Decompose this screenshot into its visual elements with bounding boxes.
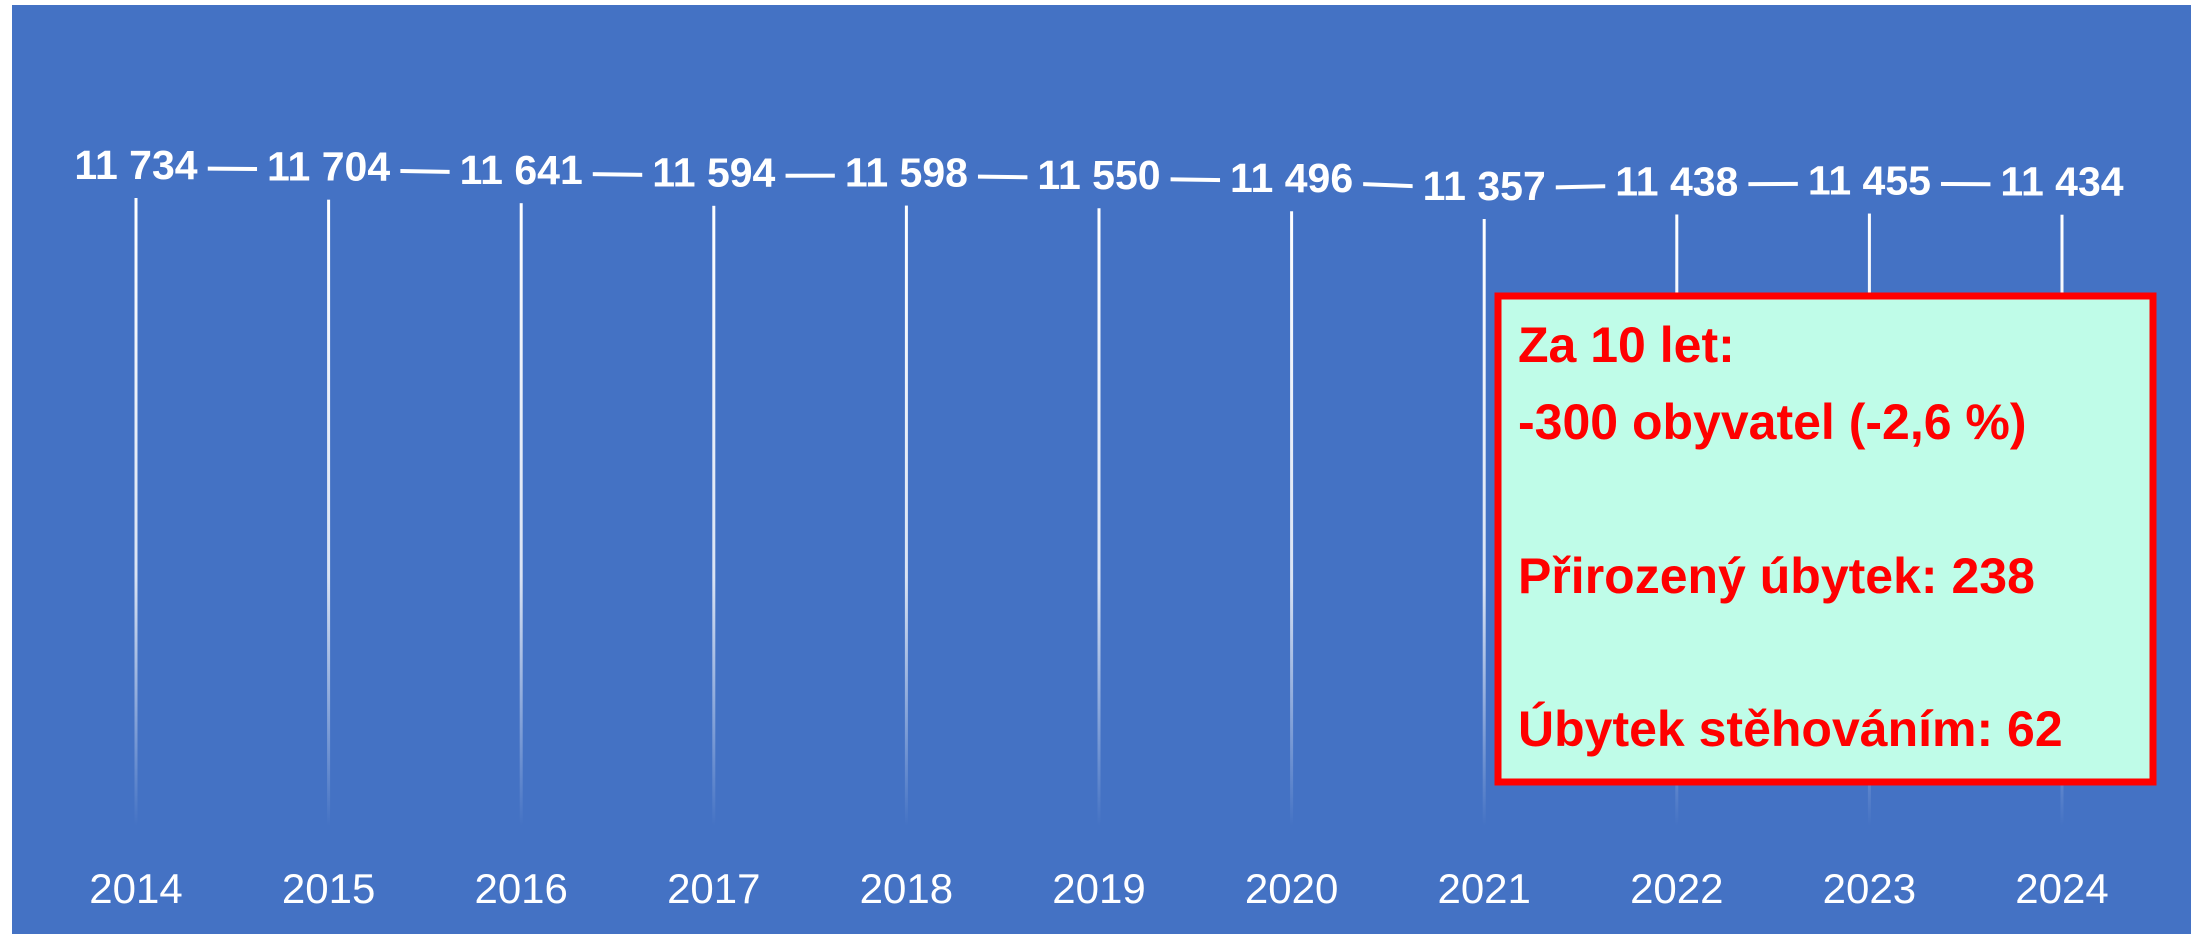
x-tick-label: 2018 — [860, 865, 953, 912]
label-background — [1797, 157, 1941, 204]
annotation-line: -300 obyvatel (-2,6 %) — [1518, 394, 2027, 450]
label-background — [834, 149, 978, 196]
annotation-box: Za 10 let: -300 obyvatel (-2,6 %) Přirozen… — [1494, 292, 2157, 786]
x-tick-label: 2024 — [2015, 865, 2108, 912]
x-tick-label: 2019 — [1052, 865, 1145, 912]
data-label: 11 598 — [845, 149, 968, 195]
drop-line — [519, 203, 523, 827]
data-label: 11 704 — [267, 143, 390, 189]
label-background — [1220, 155, 1364, 202]
label-background — [449, 147, 593, 194]
annotation-line: Za 10 let: — [1518, 317, 1735, 373]
drop-line — [1482, 219, 1486, 826]
x-tick-label: 2022 — [1630, 865, 1723, 912]
data-label: 11 434 — [2000, 159, 2123, 205]
data-label: 11 641 — [460, 147, 583, 193]
data-label: 11 594 — [652, 150, 775, 196]
label-background — [1990, 158, 2134, 205]
plot: 11 734 2014 11 704 2015 11 641 2016 11 594 2017… — [64, 141, 2134, 912]
label-background — [64, 141, 208, 188]
data-label: 11 734 — [74, 142, 197, 188]
label-background — [642, 149, 786, 196]
x-tick-label: 2017 — [667, 865, 760, 912]
drop-line — [327, 199, 331, 826]
drop-line — [904, 205, 908, 827]
label-background — [257, 143, 401, 190]
x-tick-label: 2016 — [474, 865, 567, 912]
drop-line — [1097, 208, 1101, 827]
x-tick-label: 2015 — [282, 865, 375, 912]
data-label: 11 550 — [1037, 152, 1160, 198]
x-tick-label: 2014 — [89, 865, 182, 912]
data-label: 11 496 — [1230, 155, 1353, 201]
drop-line — [712, 205, 716, 826]
label-background — [1412, 162, 1556, 209]
x-tick-label: 2020 — [1245, 865, 1338, 912]
annotation-line: Úbytek stěhováním: 62 — [1518, 701, 2063, 757]
x-tick-label: 2023 — [1823, 865, 1916, 912]
annotation-line: Přirozený úbytek: 238 — [1518, 548, 2035, 604]
data-label: 11 455 — [1808, 157, 1931, 203]
label-background — [1027, 152, 1171, 199]
data-label: 11 438 — [1615, 158, 1738, 204]
drop-line — [134, 198, 138, 826]
data-label: 11 357 — [1423, 163, 1546, 209]
drop-line — [1290, 211, 1294, 826]
x-tick-label: 2021 — [1437, 865, 1530, 912]
label-background — [1605, 158, 1749, 205]
annotation-frame — [1494, 292, 2157, 786]
